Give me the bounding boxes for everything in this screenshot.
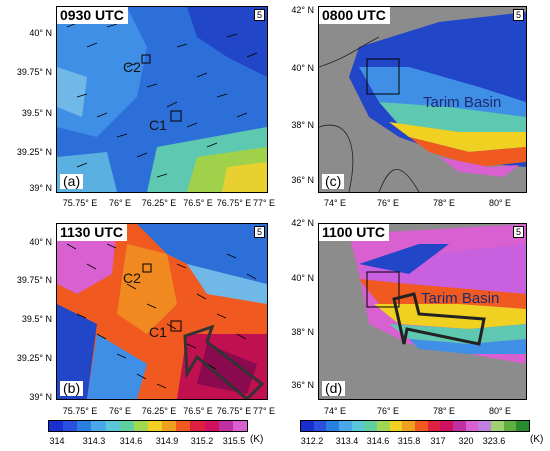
right-x-label: 80° E xyxy=(488,198,512,208)
panel-b-field xyxy=(57,224,267,399)
right-y-label: 38° N xyxy=(291,120,314,130)
right-colorbar-tick: 317 xyxy=(430,436,446,446)
right-x-label: 74° E xyxy=(323,406,347,416)
left-y-label: 40° N xyxy=(29,28,52,38)
right-y-label: 42° N xyxy=(291,218,314,228)
panel-b-map: 1130 UTC 5 (b) C2 C1 xyxy=(56,223,268,400)
panel-d-ref-vector: 5 xyxy=(512,226,524,238)
left-x-label: 76.75° E xyxy=(216,406,252,416)
right-x-label: 78° E xyxy=(432,198,456,208)
panel-b-ref-vector: 5 xyxy=(253,226,265,238)
panel-d-map: 1100 UTC 5 (d) Tarim Basin xyxy=(318,223,527,400)
right-x-label: 76° E xyxy=(376,406,400,416)
panel-a-map: 0930 UTC 5 (a) C2 C1 xyxy=(56,6,268,193)
panel-b-c2-label: C2 xyxy=(123,270,141,286)
right-y-label: 42° N xyxy=(291,5,314,15)
wind-vectors xyxy=(66,22,258,178)
left-x-label: 76° E xyxy=(108,198,132,208)
left-x-label: 76.25° E xyxy=(141,198,177,208)
right-x-label: 76° E xyxy=(376,198,400,208)
panel-d-time: 1100 UTC xyxy=(319,224,390,241)
panel-c-letter: (c) xyxy=(322,174,345,189)
left-y-label: 39.75° N xyxy=(16,275,52,285)
right-x-label: 80° E xyxy=(488,406,512,416)
left-x-label: 76.25° E xyxy=(141,406,177,416)
panel-d-basin-label: Tarim Basin xyxy=(421,290,500,307)
wind-vectors xyxy=(66,243,257,389)
left-y-label: 39.25° N xyxy=(16,353,52,363)
left-x-label: 76.75° E xyxy=(216,198,252,208)
left-x-label: 76.5° E xyxy=(183,406,213,416)
left-colorbar-tick: 314.6 xyxy=(119,436,143,446)
left-colorbar-tick: 315.2 xyxy=(190,436,214,446)
panel-c-map: 0800 UTC 5 (c) Tarim Basin xyxy=(318,6,527,193)
left-y-label: 39.75° N xyxy=(16,67,52,77)
left-x-label: 75.75° E xyxy=(62,406,98,416)
left-x-label: 77° E xyxy=(252,198,276,208)
panel-b-time: 1130 UTC xyxy=(57,224,128,241)
right-y-label: 36° N xyxy=(291,380,314,390)
panel-b-c1-label: C1 xyxy=(149,324,167,340)
left-y-label: 40° N xyxy=(29,237,52,247)
right-y-label: 40° N xyxy=(291,63,314,73)
panel-c-time: 0800 UTC xyxy=(319,7,390,24)
panel-d-field xyxy=(319,224,526,399)
panel-c-field xyxy=(319,7,526,192)
panel-c-basin-label: Tarim Basin xyxy=(423,94,502,111)
left-y-label: 39.5° N xyxy=(21,314,52,324)
left-x-label: 75.75° E xyxy=(62,198,98,208)
left-colorbar-unit: (K) xyxy=(250,434,264,445)
left-y-label: 39.5° N xyxy=(21,108,52,118)
panel-a-c2-label: C2 xyxy=(123,59,141,75)
panel-d-letter: (d) xyxy=(322,381,346,396)
right-y-label: 40° N xyxy=(291,273,314,283)
right-y-label: 38° N xyxy=(291,327,314,337)
left-y-label: 39° N xyxy=(29,392,52,402)
right-colorbar-unit: (K) xyxy=(530,434,544,445)
right-colorbar-tick: 312.2 xyxy=(300,436,324,446)
panel-c-ref-vector: 5 xyxy=(512,9,524,21)
left-colorbar-tick: 314.9 xyxy=(155,436,179,446)
left-x-label: 76.5° E xyxy=(183,198,213,208)
panel-b-letter: (b) xyxy=(60,381,84,396)
left-x-label: 77° E xyxy=(252,406,276,416)
left-colorbar-tick: 314 xyxy=(49,436,65,446)
panel-a-c1-label: C1 xyxy=(149,117,167,133)
panel-a-time: 0930 UTC xyxy=(57,7,128,24)
left-y-label: 39.25° N xyxy=(16,147,52,157)
panel-a-ref-vector: 5 xyxy=(253,9,265,21)
right-colorbar-tick: 313.4 xyxy=(335,436,359,446)
left-y-label: 39° N xyxy=(29,183,52,193)
left-colorbar-tick: 314.3 xyxy=(82,436,106,446)
right-colorbar xyxy=(300,420,530,432)
left-colorbar-tick: 315.5 xyxy=(222,436,246,446)
right-colorbar-tick: 315.8 xyxy=(397,436,421,446)
right-y-label: 36° N xyxy=(291,175,314,185)
right-colorbar-tick: 323.6 xyxy=(482,436,506,446)
right-colorbar-tick: 320 xyxy=(458,436,474,446)
right-x-label: 78° E xyxy=(432,406,456,416)
panel-a-field xyxy=(57,7,267,192)
right-x-label: 74° E xyxy=(323,198,347,208)
panel-a-letter: (a) xyxy=(60,174,84,189)
right-colorbar-tick: 314.6 xyxy=(366,436,390,446)
left-x-label: 76° E xyxy=(108,406,132,416)
left-colorbar xyxy=(48,420,248,432)
